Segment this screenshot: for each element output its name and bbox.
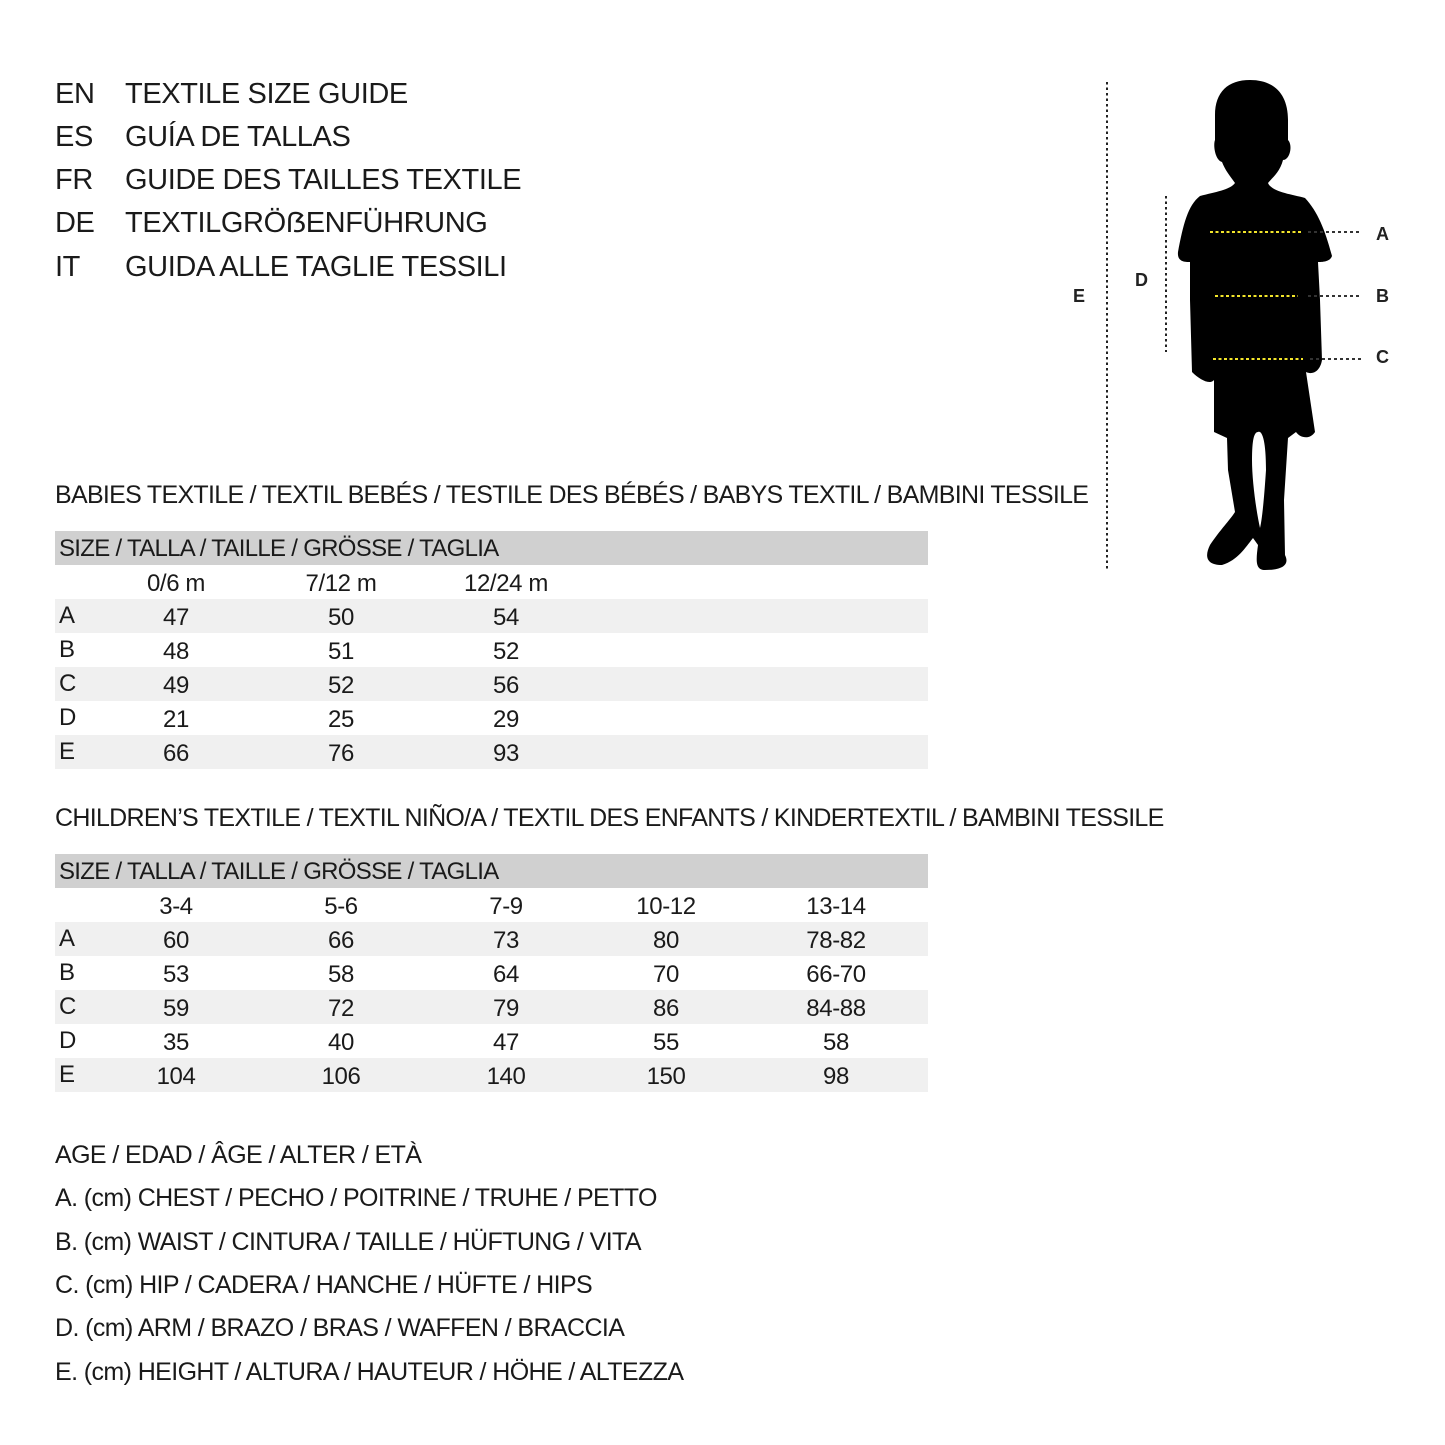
table-cell: 47 — [163, 604, 189, 631]
legend-waist: B. (cm) WAIST / CINTURA / TAILLE / HÜFTU… — [55, 1228, 642, 1256]
legend-height: E. (cm) HEIGHT / ALTURA / HAUTEUR / HÖHE… — [55, 1358, 684, 1386]
table-cell: 53 — [163, 961, 189, 988]
row-label: B — [59, 959, 76, 986]
table-cell: 93 — [493, 740, 519, 767]
legend-chest: A. (cm) CHEST / PECHO / POITRINE / TRUHE… — [55, 1184, 657, 1212]
table-cell: 60 — [163, 927, 189, 954]
table-row: A 47 50 54 — [55, 599, 928, 633]
table-header-label: SIZE / TALLA / TAILLE / GRÖSSE / TAGLIA — [59, 535, 499, 562]
table-row: E 66 76 93 — [55, 735, 928, 769]
row-label: E — [59, 1061, 76, 1088]
label-a: A — [1376, 224, 1389, 244]
row-label: E — [59, 738, 76, 765]
table-cell: 66 — [163, 740, 189, 767]
babies-size-table: SIZE / TALLA / TAILLE / GRÖSSE / TAGLIA 0… — [55, 531, 928, 769]
table-row: C 49 52 56 — [55, 667, 928, 701]
column-header: 5-6 — [324, 893, 358, 920]
column-header: 12/24 m — [464, 570, 548, 597]
table-row: D 35 40 47 55 58 — [55, 1024, 928, 1058]
child-silhouette-figure: A B C D E — [1073, 80, 1389, 570]
column-header: 10-12 — [636, 893, 696, 920]
table-cell: 55 — [653, 1029, 679, 1056]
table-cell: 40 — [328, 1029, 354, 1056]
children-section-title: CHILDREN’S TEXTILE / TEXTIL NIÑO/A / TEX… — [55, 804, 1164, 832]
table-cell: 29 — [493, 706, 519, 733]
label-c: C — [1376, 347, 1389, 367]
column-header-row: 3-4 5-6 7-9 10-12 13-14 — [55, 888, 928, 922]
table-cell: 48 — [163, 638, 189, 665]
table-cell: 78-82 — [806, 927, 866, 954]
label-d: D — [1135, 270, 1148, 290]
table-cell: 66-70 — [806, 961, 866, 988]
table-cell: 140 — [486, 1063, 526, 1090]
children-size-table: SIZE / TALLA / TAILLE / GRÖSSE / TAGLIA 3… — [55, 854, 928, 1092]
row-label: C — [59, 670, 77, 697]
table-cell: 72 — [328, 995, 354, 1022]
table-row: B 53 58 64 70 66-70 — [55, 956, 928, 990]
row-label: C — [59, 993, 77, 1020]
table-cell: 106 — [321, 1063, 361, 1090]
child-silhouette — [1177, 80, 1332, 570]
table-cell: 98 — [823, 1063, 849, 1090]
row-label: A — [59, 602, 76, 629]
column-header: 7/12 m — [305, 570, 377, 597]
table-cell: 56 — [493, 672, 519, 699]
table-cell: 35 — [163, 1029, 189, 1056]
table-cell: 73 — [493, 927, 519, 954]
table-cell: 25 — [328, 706, 354, 733]
table-cell: 54 — [493, 604, 519, 631]
row-label: B — [59, 636, 76, 663]
column-header: 3-4 — [159, 893, 193, 920]
column-header: 13-14 — [806, 893, 866, 920]
column-header: 0/6 m — [146, 570, 206, 597]
table-cell: 50 — [328, 604, 354, 631]
table-cell: 59 — [163, 995, 189, 1022]
table-row: E 104 106 140 150 98 — [55, 1058, 928, 1092]
label-e: E — [1073, 286, 1085, 306]
table-cell: 84-88 — [806, 995, 866, 1022]
table-row: A 60 66 73 80 78-82 — [55, 922, 928, 956]
table-cell: 21 — [163, 706, 189, 733]
row-label: A — [59, 925, 76, 952]
legend-arm: D. (cm) ARM / BRAZO / BRAS / WAFFEN / BR… — [55, 1314, 625, 1342]
table-cell: 58 — [328, 961, 354, 988]
label-b: B — [1376, 286, 1389, 306]
table-cell: 79 — [493, 995, 519, 1022]
table-cell: 58 — [823, 1029, 849, 1056]
table-cell: 66 — [328, 927, 354, 954]
table-cell: 150 — [646, 1063, 686, 1090]
table-cell: 80 — [653, 927, 679, 954]
row-label: D — [59, 704, 77, 731]
table-row: D 21 25 29 — [55, 701, 928, 735]
legend-hip: C. (cm) HIP / CADERA / HANCHE / HÜFTE / … — [55, 1271, 593, 1299]
table-cell: 49 — [163, 672, 189, 699]
table-header: SIZE / TALLA / TAILLE / GRÖSSE / TAGLIA — [55, 531, 928, 565]
table-cell: 76 — [328, 740, 354, 767]
column-header: 7-9 — [489, 893, 523, 920]
column-header-row: 0/6 m 7/12 m 12/24 m — [55, 565, 928, 599]
row-label: D — [59, 1027, 77, 1054]
table-cell: 52 — [328, 672, 354, 699]
table-cell: 51 — [328, 638, 354, 665]
table-row: B 48 51 52 — [55, 633, 928, 667]
table-row: C 59 72 79 86 84-88 — [55, 990, 928, 1024]
table-cell: 70 — [653, 961, 679, 988]
table-cell: 64 — [493, 961, 519, 988]
table-header: SIZE / TALLA / TAILLE / GRÖSSE / TAGLIA — [55, 854, 928, 888]
table-cell: 52 — [493, 638, 519, 665]
table-cell: 104 — [156, 1063, 196, 1090]
table-cell: 86 — [653, 995, 679, 1022]
babies-section-title: BABIES TEXTILE / TEXTIL BEBÉS / TESTILE … — [55, 481, 1089, 509]
measure-lines — [1210, 231, 1362, 360]
table-cell: 47 — [493, 1029, 519, 1056]
table-header-label: SIZE / TALLA / TAILLE / GRÖSSE / TAGLIA — [59, 858, 499, 885]
legend-age: AGE / EDAD / ÂGE / ALTER / ETÀ — [55, 1141, 422, 1169]
